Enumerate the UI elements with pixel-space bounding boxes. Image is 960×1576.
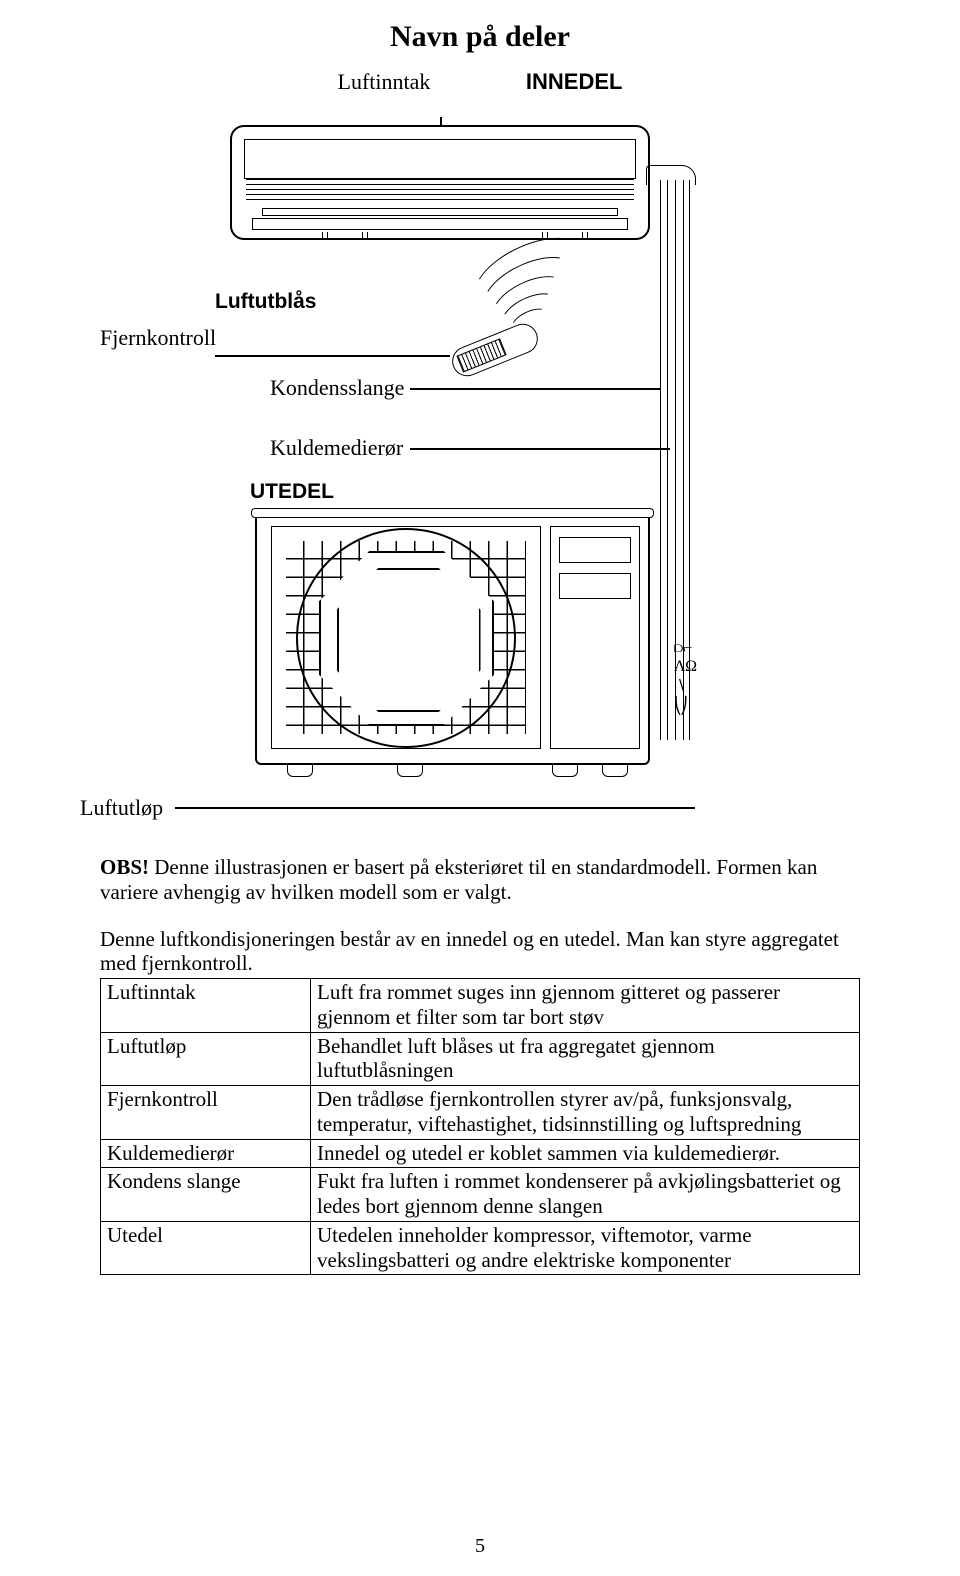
- term-cell: Kuldemedierør: [101, 1139, 311, 1168]
- term-cell: Luftinntak: [101, 979, 311, 1033]
- table-row: FjernkontrollDen trådløse fjernkontrolle…: [101, 1086, 860, 1140]
- leader-line: [215, 355, 450, 357]
- definition-cell: Luft fra rommet suges inn gjennom gitter…: [311, 979, 860, 1033]
- diagram-middle-labels: Kondensslange Kuldemedierør: [100, 365, 860, 445]
- table-row: LuftinntakLuft fra rommet suges inn gjen…: [101, 979, 860, 1033]
- definition-cell: Utedelen inneholder kompressor, viftemot…: [311, 1221, 860, 1275]
- obs-text: Denne illustrasjonen er basert på ekster…: [100, 855, 817, 904]
- outdoor-unit-icon: [255, 510, 650, 765]
- table-row: UtedelUtedelen inneholder kompressor, vi…: [101, 1221, 860, 1275]
- term-cell: Utedel: [101, 1221, 311, 1275]
- page-title: Navn på deler: [100, 20, 860, 54]
- page-number: 5: [0, 1535, 960, 1558]
- label-kuldemedieror: Kuldemedierør: [270, 435, 403, 461]
- table-row: KuldemedierørInnedel og utedel er koblet…: [101, 1139, 860, 1168]
- top-labels: Luftinntak INNEDEL: [100, 69, 860, 95]
- description-paragraph: Denne luftkondisjoneringen består av en …: [100, 927, 860, 977]
- diagram-outdoor: UTEDEL ⫐ ⌐Λ Ω ∖⎝⎠ Luftutløp: [100, 485, 860, 845]
- definition-cell: Innedel og utedel er koblet sammen via k…: [311, 1139, 860, 1168]
- label-fjernkontroll: Fjernkontroll: [100, 325, 216, 351]
- definition-cell: Den trådløse fjernkontrollen styrer av/p…: [311, 1086, 860, 1140]
- obs-lead: OBS!: [100, 855, 149, 879]
- label-luftutlop: Luftutløp: [80, 795, 163, 821]
- table-row: LuftutløpBehandlet luft blåses ut fra ag…: [101, 1032, 860, 1086]
- definition-cell: Behandlet luft blåses ut fra aggregatet …: [311, 1032, 860, 1086]
- label-kondensslange: Kondensslange: [270, 375, 404, 401]
- diagram-indoor: Luftutblås Fjernkontroll: [100, 105, 860, 365]
- table-row: Kondens slangeFukt fra luften i rommet k…: [101, 1168, 860, 1222]
- leader-line: [175, 807, 695, 809]
- pipe-connector-icon: ⫐ ⌐Λ Ω ∖⎝⎠: [674, 640, 695, 716]
- obs-paragraph: OBS! Denne illustrasjonen er basert på e…: [100, 855, 860, 905]
- definitions-table: LuftinntakLuft fra rommet suges inn gjen…: [100, 978, 860, 1275]
- term-cell: Kondens slange: [101, 1168, 311, 1222]
- leader-line: [410, 448, 670, 450]
- leader-line: [410, 388, 660, 390]
- label-luftinntak-top: Luftinntak: [338, 69, 431, 95]
- label-utedel: UTEDEL: [250, 480, 334, 504]
- term-cell: Luftutløp: [101, 1032, 311, 1086]
- indoor-unit-icon: [230, 125, 650, 240]
- definition-cell: Fukt fra luften i rommet kondenserer på …: [311, 1168, 860, 1222]
- term-cell: Fjernkontroll: [101, 1086, 311, 1140]
- label-innedel: INNEDEL: [526, 69, 623, 95]
- label-luftutblas: Luftutblås: [215, 290, 316, 314]
